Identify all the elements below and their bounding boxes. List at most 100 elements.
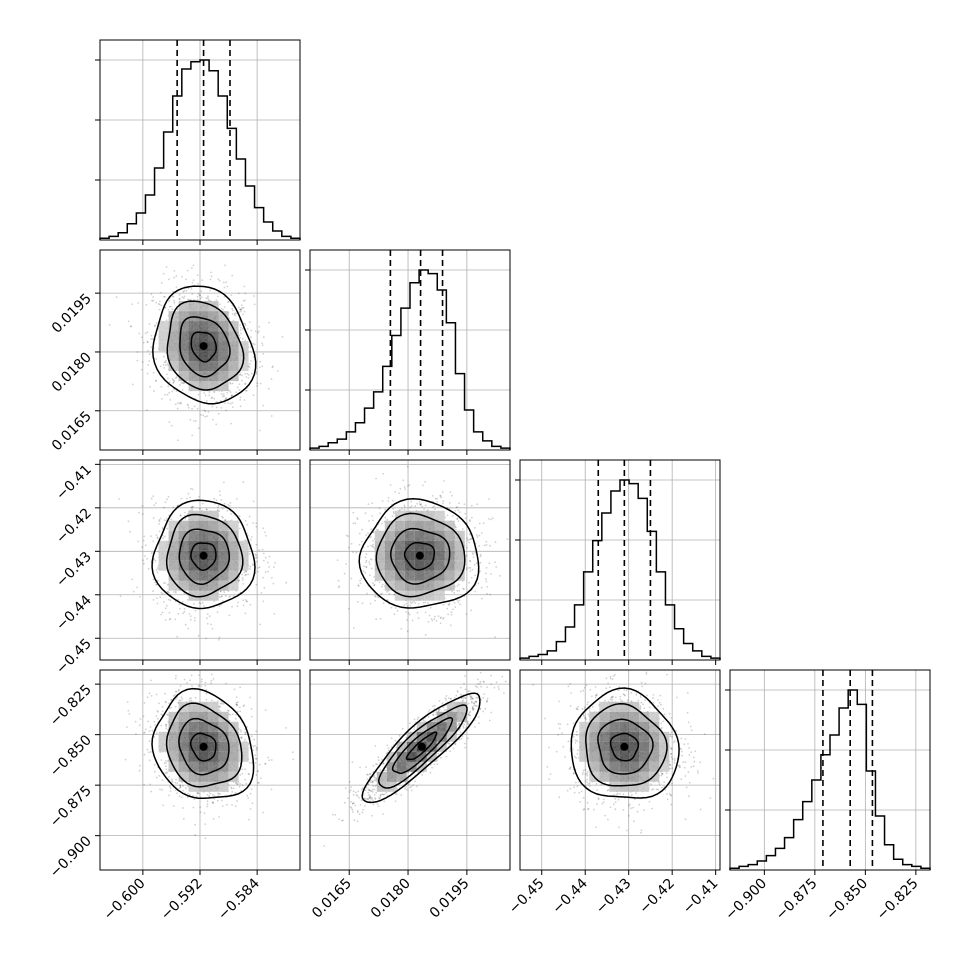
scatter-point <box>224 264 227 267</box>
scatter-point <box>146 409 148 411</box>
scatter-point <box>485 567 488 569</box>
scatter-point <box>152 540 155 543</box>
scatter-point <box>337 586 340 589</box>
scatter-point <box>138 596 141 598</box>
scatter-point <box>471 516 473 519</box>
scatter-point <box>159 596 162 599</box>
scatter-point <box>150 679 152 682</box>
scatter-point <box>216 295 219 298</box>
scatter-point <box>176 407 179 410</box>
scatter-point <box>248 321 251 323</box>
scatter-point <box>220 307 223 310</box>
scatter-point <box>222 281 225 284</box>
scatter-point <box>154 324 157 327</box>
scatter-point <box>231 313 234 315</box>
scatter-point <box>153 504 156 506</box>
scatter-point <box>474 526 476 529</box>
scatter-point <box>163 601 165 603</box>
scatter-point <box>220 393 223 395</box>
scatter-point <box>177 612 180 615</box>
scatter-point <box>352 551 354 554</box>
scatter-point <box>144 544 147 547</box>
scatter-point <box>182 290 185 293</box>
scatter-point <box>146 331 149 334</box>
scatter-point <box>485 578 487 581</box>
scatter-point <box>381 500 384 502</box>
scatter-point <box>245 389 248 392</box>
scatter-point <box>394 607 397 609</box>
scatter-point <box>163 355 165 358</box>
scatter-point <box>476 536 479 538</box>
scatter-point <box>131 303 134 305</box>
scatter-point <box>352 522 355 525</box>
scatter-point <box>218 605 221 607</box>
scatter-point <box>163 296 165 298</box>
scatter-point <box>249 363 251 365</box>
scatter-point <box>218 638 220 641</box>
scatter-point <box>189 615 192 617</box>
scatter-point <box>172 382 175 384</box>
scatter-point <box>196 407 199 410</box>
x-tick-label: −0.900 <box>722 876 770 924</box>
scatter-point <box>190 487 192 490</box>
scatter-point <box>192 806 195 809</box>
histogram-step <box>309 269 511 450</box>
scatter-point <box>150 552 153 555</box>
scatter-point <box>136 586 139 589</box>
scatter-point <box>244 292 247 295</box>
scatter-point <box>431 619 434 622</box>
scatter-point <box>424 611 427 614</box>
scatter-point <box>253 343 256 346</box>
scatter-point <box>174 377 177 379</box>
scatter-point <box>198 294 201 297</box>
scatter-point <box>189 496 192 499</box>
scatter-point <box>218 636 221 639</box>
scatter-point <box>449 491 452 493</box>
scatter-point <box>172 379 175 381</box>
scatter-point <box>387 500 390 502</box>
scatter-point <box>213 497 216 500</box>
scatter-point <box>231 274 234 277</box>
scatter-point <box>259 623 262 626</box>
scatter-point <box>246 523 249 526</box>
scatter-point <box>191 293 194 295</box>
scatter-point <box>160 282 163 284</box>
scatter-point <box>453 602 456 604</box>
scatter-point <box>168 391 171 394</box>
scatter-point <box>262 404 264 407</box>
scatter-point <box>353 627 355 629</box>
scatter-point <box>209 289 212 292</box>
scatter-point <box>229 505 231 507</box>
scatter-point <box>268 555 271 558</box>
scatter-point <box>249 360 252 362</box>
scatter-point <box>183 610 186 613</box>
scatter-point <box>166 373 168 376</box>
scatter-point <box>262 527 265 530</box>
scatter-point <box>494 541 497 544</box>
scatter-point <box>160 591 163 594</box>
scatter-point <box>171 378 174 380</box>
scatter-panel <box>99 669 301 871</box>
scatter-point <box>164 692 167 695</box>
scatter-point <box>403 486 406 488</box>
scatter-point <box>242 599 245 602</box>
scatter-point <box>270 415 273 417</box>
scatter-point <box>257 330 260 333</box>
scatter-point <box>449 624 452 627</box>
scatter-point <box>152 495 155 497</box>
scatter-point <box>379 512 381 515</box>
scatter-point <box>384 508 387 511</box>
scatter-point <box>220 407 223 409</box>
scatter-point <box>494 636 496 638</box>
scatter-point <box>207 295 209 298</box>
scatter-point <box>174 618 177 621</box>
scatter-point <box>271 366 274 369</box>
scatter-point <box>470 609 472 612</box>
scatter-point <box>442 502 444 505</box>
x-tick-label: −0.850 <box>823 876 871 924</box>
scatter-point <box>210 397 213 399</box>
scatter-point <box>399 487 402 490</box>
scatter-point <box>371 502 374 505</box>
scatter-point <box>194 617 197 619</box>
scatter-point <box>429 606 432 609</box>
